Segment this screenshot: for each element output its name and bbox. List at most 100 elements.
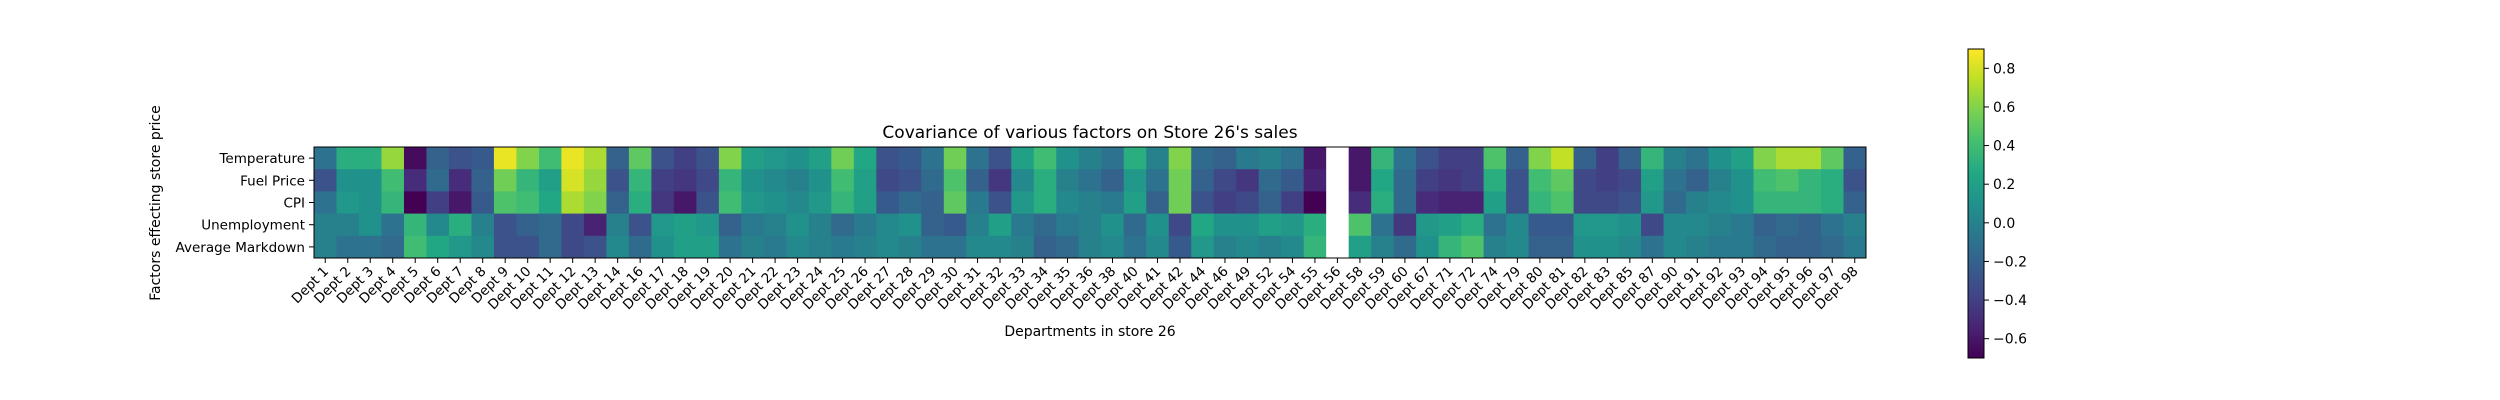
heatmap-cell [1708, 213, 1732, 237]
heatmap-cell [358, 191, 382, 214]
heatmap-cell [1731, 169, 1754, 192]
heatmap-cell [741, 213, 765, 237]
heatmap-cell [1731, 191, 1754, 214]
heatmap-cell [853, 147, 877, 170]
colorbar-tick-label: 0.0 [1993, 216, 2015, 232]
heatmap-cell [1618, 169, 1642, 192]
heatmap-cell [1348, 169, 1372, 192]
heatmap-cell [876, 147, 900, 170]
heatmap-cell [1348, 213, 1372, 237]
heatmap-cell [808, 191, 832, 214]
heatmap-cell [921, 147, 945, 170]
y-axis-label: Factors effecting store price [148, 105, 164, 300]
heatmap-cell [381, 169, 405, 192]
heatmap-cell [1821, 169, 1844, 192]
heatmap-cell [1393, 235, 1417, 259]
heatmap-cell [583, 191, 607, 214]
heatmap-cell [921, 213, 945, 237]
heatmap-cell [1663, 169, 1687, 192]
chart-title: Covariance of various factors on Store 2… [882, 123, 1297, 143]
heatmap-cell [1618, 147, 1642, 170]
heatmap-cell [1596, 169, 1619, 192]
heatmap-cell [1618, 235, 1642, 259]
heatmap-cell [336, 147, 360, 170]
heatmap-cell [943, 191, 967, 214]
heatmap-cell [628, 191, 652, 214]
heatmap-cell [1506, 235, 1530, 259]
heatmap-cell [1011, 169, 1035, 192]
heatmap-cell [1326, 235, 1350, 259]
heatmap-cell [381, 147, 405, 170]
heatmap-cell [1753, 169, 1777, 192]
heatmap-cell [988, 147, 1012, 170]
heatmap-cell [1191, 213, 1215, 237]
heatmap-cell [1348, 147, 1372, 170]
heatmap-cell [1483, 147, 1507, 170]
heatmap-cell [561, 235, 585, 259]
heatmap-cell [1326, 191, 1350, 214]
heatmap-cell [786, 147, 810, 170]
heatmap-cell [741, 191, 765, 214]
heatmap-cell [1236, 191, 1260, 214]
heatmap-cell [1393, 191, 1417, 214]
heatmap-cell [1618, 213, 1642, 237]
heatmap-cell [1641, 235, 1664, 259]
heatmap-cell [1056, 147, 1080, 170]
heatmap-cell [606, 235, 630, 259]
heatmap-cell [1528, 213, 1552, 237]
heatmap-cell [1146, 191, 1170, 214]
heatmap-cell [471, 191, 495, 214]
heatmap-cell [1663, 147, 1687, 170]
heatmap-cell [808, 235, 832, 259]
heatmap-cell [1641, 147, 1664, 170]
heatmap-cell [1686, 213, 1709, 237]
heatmap-cell [1843, 213, 1867, 237]
heatmap-cell [1798, 213, 1822, 237]
heatmap-cell [426, 147, 450, 170]
heatmap-cell [583, 147, 607, 170]
heatmap-cell [1573, 191, 1597, 214]
heatmap-cell [1528, 235, 1552, 259]
heatmap-cell [1708, 191, 1732, 214]
heatmap-cell [1213, 191, 1237, 214]
heatmap-cell [426, 169, 450, 192]
heatmap-cell [1281, 191, 1305, 214]
heatmap-cell [1438, 213, 1462, 237]
heatmap-cell [1438, 191, 1462, 214]
heatmap-cell [1461, 213, 1485, 237]
x-axis-label: Departments in store 26 [1004, 324, 1175, 340]
heatmap-cell [808, 213, 832, 237]
heatmap-cell [1258, 213, 1282, 237]
heatmap-cell [314, 147, 337, 170]
heatmap-cell [966, 191, 990, 214]
heatmap-cell [1528, 147, 1552, 170]
heatmap-cell [1416, 169, 1440, 192]
heatmap-cell [786, 191, 810, 214]
heatmap-cell [831, 235, 855, 259]
heatmap-cell [1416, 147, 1440, 170]
heatmap-cell [583, 235, 607, 259]
heatmap-cell [763, 235, 787, 259]
heatmap-cell [1191, 169, 1215, 192]
colorbar-axis: −0.6 −0.4 −0.2 0.0 0.2 0.4 0.6 0.8 [1984, 61, 2027, 348]
heatmap-cell [358, 169, 382, 192]
heatmap-cell [876, 213, 900, 237]
heatmap-cell [1258, 191, 1282, 214]
heatmap-cell [628, 213, 652, 237]
heatmap-cell [696, 235, 720, 259]
heatmap-cell [1281, 169, 1305, 192]
heatmap-cell [493, 191, 517, 214]
heatmap-cell [1078, 213, 1102, 237]
heatmap-cell [921, 169, 945, 192]
y-tick-label: Average Markdown [176, 240, 305, 256]
heatmap-cell [1123, 169, 1147, 192]
heatmap-cell [1056, 213, 1080, 237]
heatmap-cell [1236, 235, 1260, 259]
heatmap-cell [471, 147, 495, 170]
heatmap-cell [1236, 169, 1260, 192]
heatmap-cell [471, 235, 495, 259]
heatmap-cell [1708, 147, 1732, 170]
heatmap-cell [1258, 147, 1282, 170]
